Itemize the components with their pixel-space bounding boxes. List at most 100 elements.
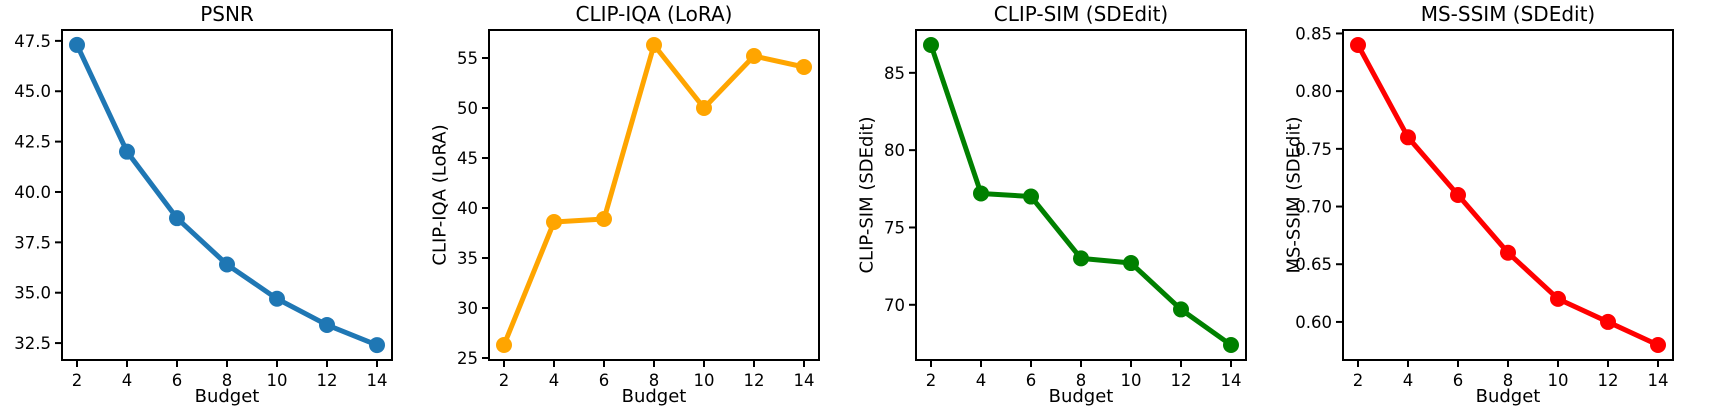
data-point — [1500, 244, 1516, 261]
y-tick-label: 75 — [884, 218, 905, 237]
data-point — [169, 210, 185, 227]
x-tick-label: 10 — [267, 371, 288, 390]
data-point — [646, 37, 662, 53]
y-axis-label: CLIP-SIM (SDEdit) — [856, 116, 878, 274]
data-point — [923, 37, 939, 53]
y-tick-label: 40.0 — [14, 183, 51, 202]
plot-svg-clip-sim: 70 75 80 85 2 4 6 8 10 12 14 — [884, 29, 1247, 390]
data-point — [1023, 188, 1039, 205]
y-tick-label: 37.5 — [14, 233, 51, 252]
x-tick-label: 12 — [317, 371, 338, 390]
y-tick-label: 30 — [457, 299, 478, 318]
data-point — [1450, 187, 1466, 203]
x-tick-label: 10 — [1548, 371, 1569, 390]
data-line — [1355, 42, 1661, 348]
x-axis-label: Budget — [1048, 386, 1114, 407]
x-tick-label: 14 — [1221, 371, 1242, 390]
x-tick-label: 12 — [1171, 371, 1192, 390]
panel-title: CLIP-IQA (LoRA) — [575, 2, 733, 26]
y-tick-label: 0.80 — [1295, 82, 1332, 101]
axis-frame — [1342, 29, 1674, 361]
panel-title: PSNR — [200, 2, 254, 26]
y-tick-label: 55 — [457, 49, 478, 68]
x-tick-label: 4 — [122, 371, 133, 390]
panel-ms-ssim-sdedit: 0.60 0.65 0.70 0.75 0.80 0.85 2 4 6 8 10 12 14 MS-SS… — [1281, 0, 1708, 420]
y-tick-label: 0.70 — [1295, 198, 1332, 217]
y-tick-label: 25 — [457, 349, 478, 368]
axis-frame — [61, 29, 393, 361]
x-axis-label: Budget — [621, 386, 687, 407]
y-tick-label: 42.5 — [14, 133, 51, 152]
data-point — [546, 214, 562, 230]
data-point — [1550, 290, 1566, 307]
x-tick-label: 8 — [649, 371, 660, 390]
data-point — [496, 337, 512, 353]
y-tick-label: 0.75 — [1295, 140, 1332, 159]
data-point — [1650, 337, 1666, 353]
data-point — [696, 100, 712, 116]
x-tick-label: 4 — [1403, 371, 1414, 390]
y-tick-label: 85 — [884, 64, 905, 83]
y-axis-label: MS-SSIM (SDEdit) — [1283, 116, 1305, 274]
data-point — [319, 316, 335, 333]
data-point — [596, 211, 612, 227]
y-tick-label: 0.85 — [1295, 24, 1332, 43]
panel-psnr: 32.5 35.0 37.5 40.0 42.5 45.0 47.5 2 4 6 8 10 12 14 P… — [0, 0, 427, 420]
x-tick-label: 14 — [367, 371, 388, 390]
x-axis-label: Budget — [194, 386, 260, 407]
y-tick-label: 50 — [457, 99, 478, 118]
data-point — [369, 337, 385, 354]
x-tick-label: 8 — [1503, 371, 1514, 390]
y-axis-label: CLIP-IQA (LoRA) — [429, 124, 451, 266]
x-tick-label: 4 — [976, 371, 987, 390]
data-point — [1223, 337, 1239, 353]
y-tick-label: 32.5 — [14, 334, 51, 353]
plot-svg-clip-iqa: 25 30 35 40 45 50 55 2 4 6 8 10 12 14 — [457, 29, 820, 390]
x-tick-label: 2 — [499, 371, 510, 390]
x-tick-label: 10 — [1121, 371, 1142, 390]
data-point — [1400, 129, 1416, 146]
x-tick-label: 8 — [1076, 371, 1087, 390]
data-point — [796, 59, 812, 75]
x-tick-label: 12 — [1598, 371, 1619, 390]
x-tick-label: 6 — [1453, 371, 1464, 390]
data-point — [746, 48, 762, 64]
y-tick-label: 80 — [884, 141, 905, 160]
data-point — [1123, 255, 1139, 272]
y-tick-label: 35 — [457, 249, 478, 268]
x-tick-label: 6 — [599, 371, 610, 390]
x-tick-label: 4 — [549, 371, 560, 390]
data-point — [269, 290, 285, 307]
y-tick-label: 0.65 — [1295, 255, 1332, 274]
plot-svg-psnr: 32.5 35.0 37.5 40.0 42.5 45.0 47.5 2 4 6 8 10 12 14 — [14, 29, 393, 390]
panel-title: CLIP-SIM (SDEdit) — [993, 2, 1169, 26]
data-point — [1173, 301, 1189, 318]
x-tick-label: 6 — [1026, 371, 1037, 390]
data-point — [1600, 313, 1616, 330]
x-tick-label: 2 — [72, 371, 83, 390]
data-line — [501, 42, 807, 348]
y-tick-label: 45 — [457, 149, 478, 168]
axis-frame — [488, 29, 820, 361]
y-tick-label: 0.60 — [1295, 313, 1332, 332]
x-tick-label: 12 — [744, 371, 765, 390]
x-tick-label: 8 — [222, 371, 233, 390]
x-tick-label: 10 — [694, 371, 715, 390]
x-tick-label: 14 — [794, 371, 815, 390]
y-tick-label: 70 — [884, 296, 905, 315]
x-tick-label: 2 — [1353, 371, 1364, 390]
data-point — [119, 143, 135, 160]
y-tick-label: 47.5 — [14, 32, 51, 51]
plot-svg-ms-ssim: 0.60 0.65 0.70 0.75 0.80 0.85 2 4 6 8 10 12 14 — [1295, 24, 1674, 390]
data-point — [69, 36, 85, 53]
x-tick-label: 6 — [172, 371, 183, 390]
y-tick-label: 40 — [457, 199, 478, 218]
panel-title: MS-SSIM (SDEdit) — [1420, 2, 1596, 26]
data-line — [74, 42, 380, 348]
y-tick-label: 35.0 — [14, 284, 51, 303]
panel-clip-sim-sdedit: 70 75 80 85 2 4 6 8 10 12 14 CLIP-SIM (SDEdit) CLI… — [854, 0, 1281, 420]
x-axis-label: Budget — [1475, 386, 1541, 407]
x-tick-label: 14 — [1648, 371, 1669, 390]
data-point — [219, 256, 235, 273]
